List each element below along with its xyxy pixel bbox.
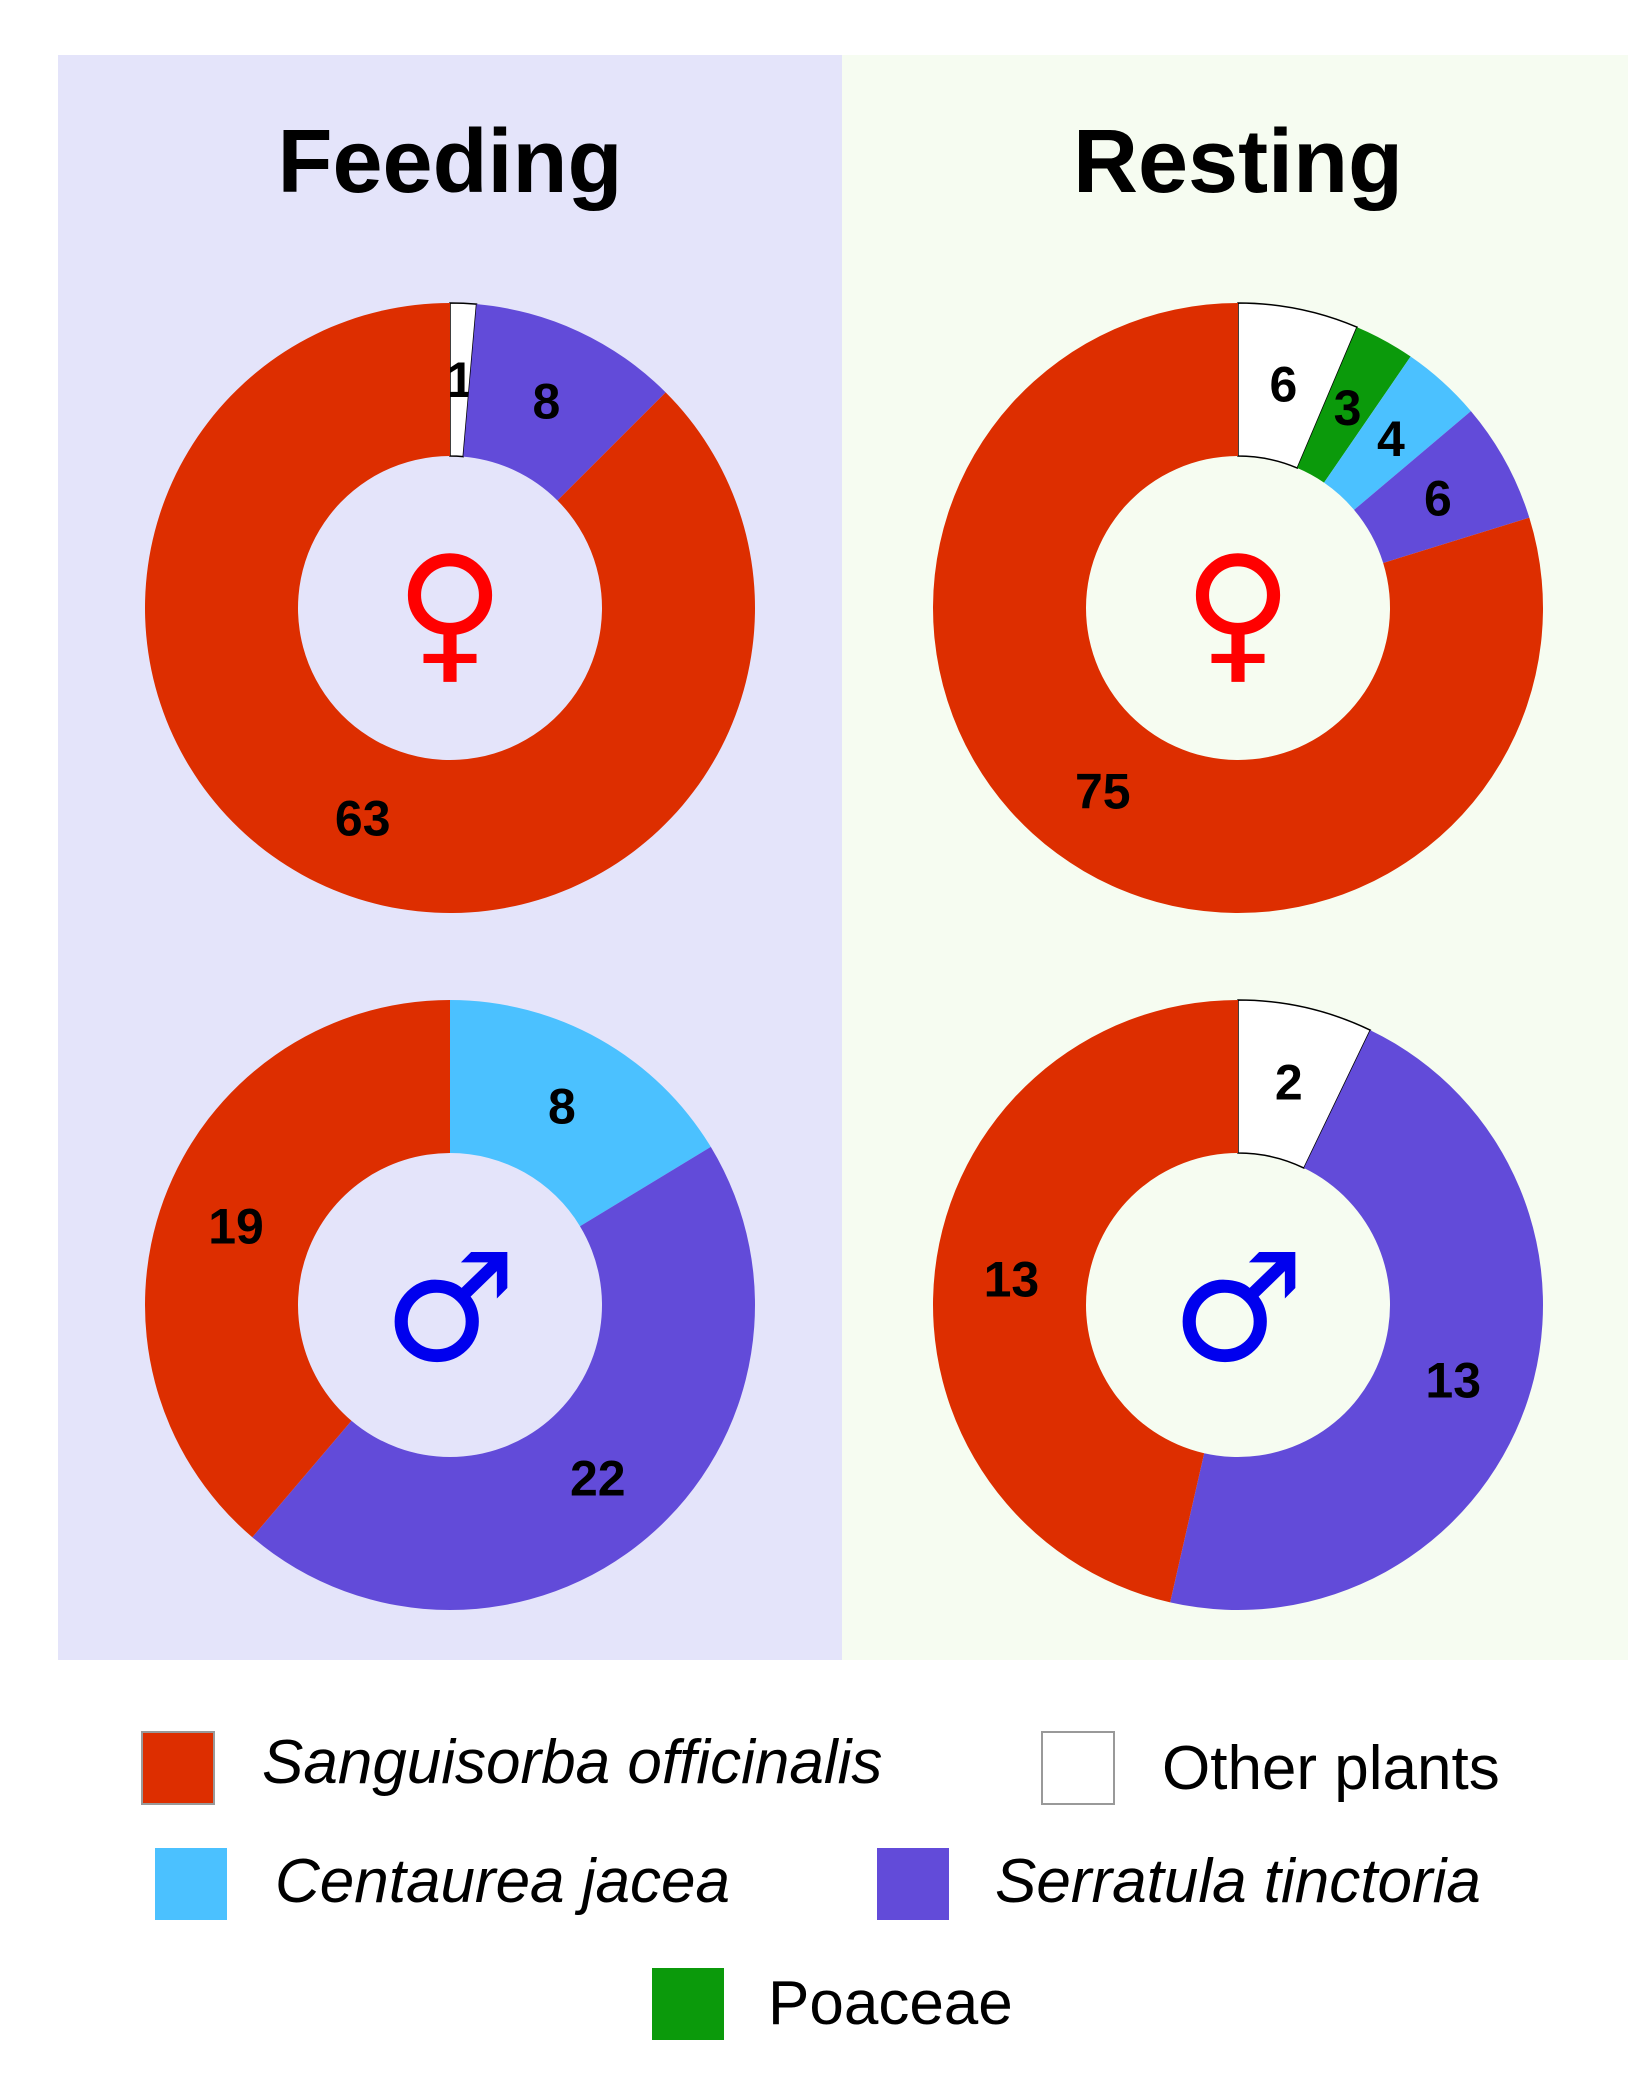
resting-title: Resting	[1073, 112, 1403, 212]
legend-item-serratula: Serratula tinctoria	[877, 1847, 1481, 1920]
feeding-male-donut: 8 22 19 ♂	[145, 1000, 755, 1610]
slice-label-sanguisorba: 19	[208, 1198, 264, 1254]
slice-label-other: 2	[1275, 1055, 1303, 1111]
legend-swatch-serratula	[877, 1848, 949, 1920]
slice-serratula	[252, 1146, 755, 1610]
slice-label-poaceae: 3	[1334, 380, 1362, 436]
slice-label-serratula: 13	[1425, 1352, 1481, 1408]
male-symbol-icon: ♂	[1171, 1222, 1305, 1396]
legend-item-poaceae: Poaceae	[652, 1968, 1013, 2040]
slice-label-serratula: 6	[1424, 470, 1452, 526]
slice-centaurea	[450, 1000, 711, 1227]
slice-label-serratula: 8	[532, 373, 560, 429]
legend-swatch-sanguisorba	[141, 1731, 215, 1805]
slice-other	[1237, 999, 1372, 1170]
resting-male-donut: 2 13 13 ♂	[932, 999, 1543, 1610]
legend-item-centaurea: Centaurea jacea	[155, 1847, 730, 1920]
slice-label-serratula: 22	[570, 1451, 626, 1507]
slice-label-other: 6	[1270, 357, 1298, 413]
slice-sanguisorba	[145, 1000, 451, 1538]
male-symbol-icon: ♂	[383, 1222, 517, 1396]
legend-swatch-centaurea	[155, 1848, 227, 1920]
slice-sanguisorba	[933, 303, 1543, 913]
slice-label-sanguisorba: 13	[984, 1251, 1040, 1307]
legend-label-other: Other plants	[1162, 1734, 1500, 1803]
slice-serratula	[1170, 1030, 1543, 1610]
legend: Sanguisorba officinalis Other plants Cen…	[141, 1728, 1500, 2040]
legend-label-centaurea: Centaurea jacea	[275, 1847, 730, 1916]
slice-sanguisorba	[932, 1000, 1238, 1603]
legend-swatch-poaceae	[652, 1968, 724, 2040]
feeding-title: Feeding	[277, 112, 622, 212]
slice-label-centaurea: 4	[1377, 411, 1405, 467]
legend-label-sanguisorba: Sanguisorba officinalis	[262, 1728, 882, 1797]
legend-label-serratula: Serratula tinctoria	[995, 1847, 1481, 1916]
slice-centaurea	[1324, 356, 1471, 510]
legend-swatch-other	[1041, 1731, 1115, 1805]
legend-label-poaceae: Poaceae	[768, 1969, 1013, 2038]
slice-poaceae	[1297, 327, 1411, 483]
slice-serratula	[1354, 411, 1530, 563]
slice-label-centaurea: 8	[548, 1078, 576, 1134]
female-symbol-icon: ♀	[395, 525, 505, 699]
feeding-female-donut: 1 863♀	[145, 302, 756, 913]
slice-label-sanguisorba: 63	[335, 791, 391, 847]
legend-item-sanguisorba: Sanguisorba officinalis	[141, 1728, 882, 1805]
slice-other	[1237, 302, 1359, 470]
slice-serratula	[463, 304, 666, 501]
female-symbol-icon: ♀	[1183, 525, 1293, 699]
slice-label-sanguisorba: 75	[1075, 764, 1131, 820]
slice-sanguisorba	[145, 303, 756, 913]
legend-item-other: Other plants	[1041, 1731, 1500, 1805]
